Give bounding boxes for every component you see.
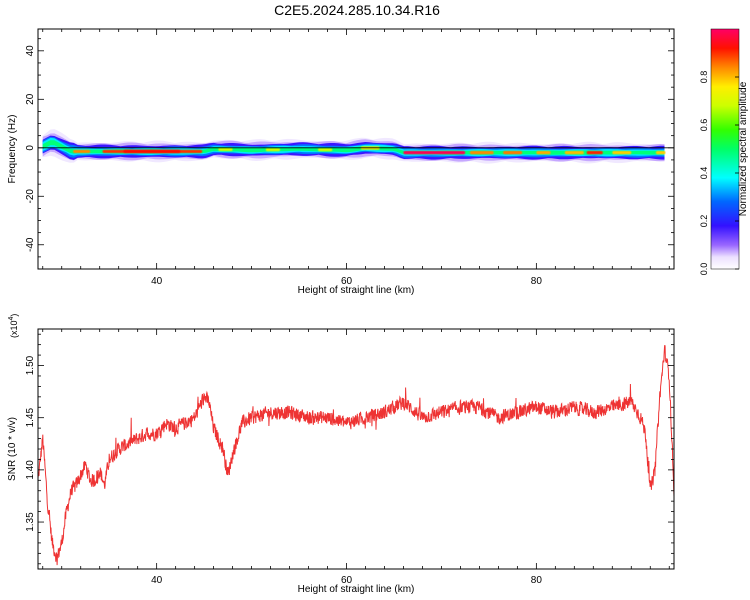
spectrogram-hotspot — [586, 151, 603, 155]
snr-ytick-label: 1.40 — [25, 460, 36, 480]
snr-xtick-label: 40 — [151, 575, 163, 586]
spectrogram-ytick-label: -20 — [25, 189, 36, 204]
snr-xlabel: Height of straight line (km) — [298, 584, 415, 595]
colorbar-tick-label: 0.2 — [699, 215, 709, 228]
spectrogram-hotspot — [536, 151, 551, 155]
spectrogram-hotspot — [655, 151, 666, 155]
spectrogram-hotspot — [469, 151, 494, 155]
spectrogram-xlabel: Height of straight line (km) — [298, 285, 415, 296]
spectrogram-ytick-label: 40 — [25, 45, 36, 57]
spectrogram-hotspot — [123, 149, 181, 154]
colorbar-tick-label: 0.6 — [699, 119, 709, 132]
snr-series — [38, 344, 674, 566]
spectrogram-panel: 40 60 80 -40 -20 0 20 40 Height of straight lin… — [7, 28, 675, 296]
colorbar-tick-label: 0.8 — [699, 71, 709, 84]
spectrogram-hotspots — [38, 146, 674, 155]
colorbar-tick-label: 0.4 — [699, 167, 709, 180]
spectrogram-hotspot — [265, 148, 281, 152]
spectrogram-hotspot — [318, 148, 333, 152]
snr-ytick-label: 1.50 — [25, 355, 36, 375]
snr-ytick-label: 1.45 — [25, 408, 36, 428]
snr-multiplier-base: (x10 — [9, 320, 19, 338]
snr-xtick-label: 60 — [341, 575, 353, 586]
chart-title: C2E5.2024.285.10.34.R16 — [274, 2, 440, 18]
colorbar-tick-label: 0.0 — [699, 263, 709, 276]
spectrogram-hotspot — [403, 151, 466, 155]
colorbar: 0.0 0.2 0.4 0.6 0.8 Normalized spectral ampl… — [699, 28, 749, 276]
colorbar-label: Normalized spectral amplitude — [738, 81, 749, 216]
spectrogram-xtick-label: 80 — [531, 276, 543, 287]
spectrogram-ytick-label: 20 — [25, 93, 36, 105]
spectrogram-ylabel: Frequency (Hz) — [7, 115, 18, 184]
snr-multiplier-close: ) — [9, 314, 19, 317]
spectrogram-hotspot — [218, 147, 233, 151]
spectrogram-hotspot — [612, 151, 632, 155]
spectrogram-hotspot — [73, 149, 91, 154]
snr-multiplier-exp: 4 — [8, 316, 15, 320]
spectrogram-xtick-label: 60 — [341, 276, 353, 287]
snr-multiplier: (x104) — [8, 314, 19, 338]
colorbar-gradient — [710, 28, 740, 270]
spectrogram-ytick-label: -40 — [25, 237, 36, 252]
snr-ylabel: SNR (10 * v/v) — [7, 417, 18, 481]
snr-ytick-label: 1.35 — [25, 512, 36, 532]
snr-line — [38, 344, 674, 566]
snr-plot-area — [38, 329, 674, 569]
spectrogram-ticks: 40 60 80 -40 -20 0 20 40 — [25, 29, 674, 287]
spectrogram-hotspot — [564, 151, 584, 155]
snr-panel: 40 60 80 1.35 1.40 1.45 1.50 Height of straigh… — [7, 314, 675, 595]
colorbar-ticks: 0.0 0.2 0.4 0.6 0.8 — [699, 71, 739, 276]
spectrogram-ytick-label: 0 — [25, 145, 36, 151]
spectrogram-hotspot — [503, 151, 523, 155]
snr-frame — [37, 328, 675, 570]
spectrogram-frame — [37, 28, 675, 270]
spectrogram-xtick-label: 40 — [151, 276, 163, 287]
snr-xtick-label: 80 — [531, 575, 543, 586]
